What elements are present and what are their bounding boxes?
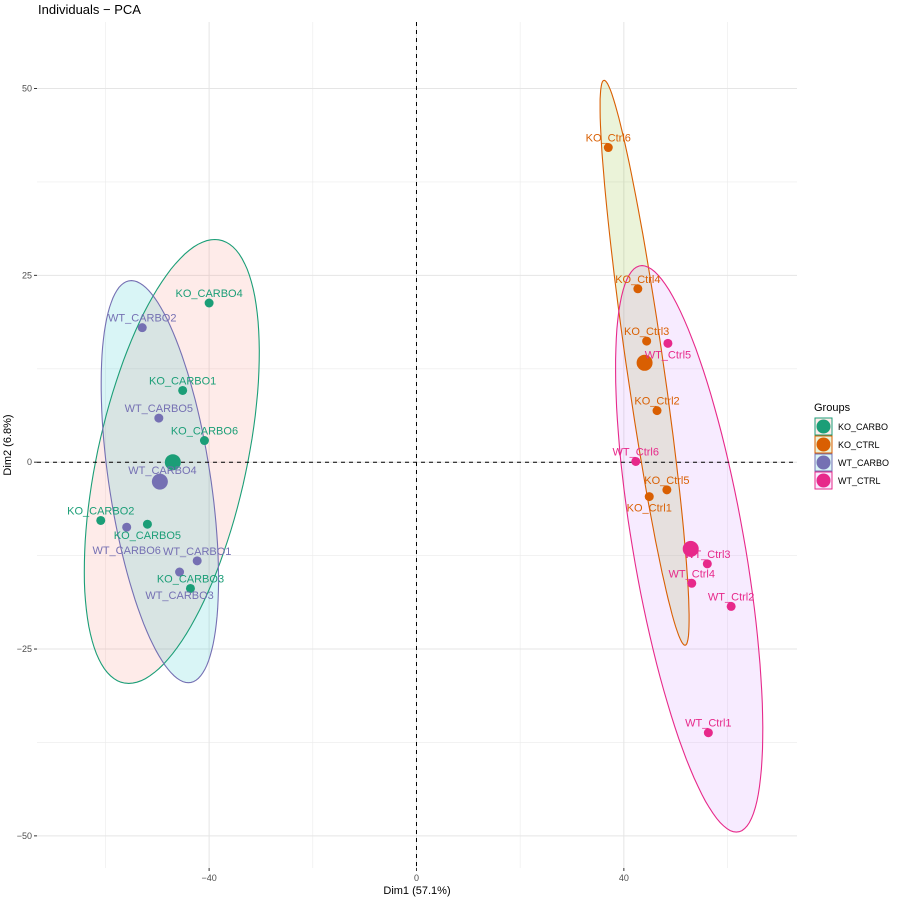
point-ko_ctrl5	[662, 485, 672, 495]
point-label-ko_carbo2: KO_CARBO2	[67, 505, 134, 517]
point-ko_ctrl6	[603, 143, 613, 153]
point-wt_carbo3	[175, 567, 185, 577]
point-label-ko_carbo3: KO_CARBO3	[157, 573, 224, 585]
legend-title: Groups	[814, 402, 851, 414]
chart-title: Individuals − PCA	[38, 2, 141, 17]
legend: Groups KO_CARBO KO_CTRL WT_CARBO WT_CTRL	[814, 402, 889, 490]
legend-swatch-wt_carbo	[816, 455, 831, 470]
legend-swatch-ko_carbo	[816, 419, 831, 434]
ellipse-outline-wt_ctrl	[615, 265, 764, 833]
point-label-wt_carbo5: WT_CARBO5	[125, 403, 193, 415]
centroid-wt_carbo	[151, 473, 168, 490]
reference-lines	[37, 22, 797, 868]
point-ko_carbo5	[142, 519, 152, 529]
point-label-wt_ctrl3: WT_Ctrl3	[684, 549, 730, 561]
axes: −40 0 40 50 25 0 −25 −50	[17, 84, 629, 883]
y-tick-label: −25	[17, 644, 32, 654]
y-tick-label: 25	[22, 270, 32, 280]
y-tick-label: −50	[17, 831, 32, 841]
point-wt_ctrl5	[663, 338, 673, 348]
point-ko_carbo2	[96, 515, 106, 525]
point-wt_ctrl6	[631, 456, 641, 466]
point-wt_ctrl2	[726, 601, 736, 611]
point-ko_ctrl4	[633, 284, 643, 294]
point-wt_carbo1	[192, 556, 202, 566]
legend-label-ko_carbo: KO_CARBO	[838, 422, 888, 432]
point-label-wt_ctrl5: WT_Ctrl5	[645, 349, 691, 361]
point-label-wt_ctrl2: WT_Ctrl2	[708, 591, 754, 603]
point-wt_carbo5	[154, 413, 164, 423]
x-axis-title: Dim1 (57.1%)	[383, 885, 450, 897]
point-label-wt_ctrl1: WT_Ctrl1	[685, 718, 731, 730]
legend-label-wt_ctrl: WT_CTRL	[838, 476, 881, 486]
x-tick-label: −40	[201, 873, 216, 883]
point-label-ko_ctrl3: KO_Ctrl3	[624, 326, 669, 338]
point-wt_ctrl3	[702, 559, 712, 569]
confidence-ellipses	[83, 79, 764, 833]
ellipse-outline-wt_carbo	[100, 280, 220, 684]
point-label-ko_carbo1: KO_CARBO1	[149, 375, 216, 387]
point-ko_ctrl2	[652, 406, 662, 416]
point-ko_carbo4	[204, 298, 214, 308]
point-ko_carbo6	[199, 436, 209, 446]
point-wt_ctrl4	[687, 578, 697, 588]
legend-label-wt_carbo: WT_CARBO	[838, 458, 889, 468]
point-label-wt_ctrl4: WT_Ctrl4	[669, 568, 715, 580]
point-ko_ctrl3	[642, 336, 652, 346]
y-tick-label: 50	[22, 84, 32, 94]
point-label-wt_ctrl6: WT_Ctrl6	[613, 446, 659, 458]
point-ko_carbo3	[185, 583, 195, 593]
point-wt_ctrl1	[703, 728, 713, 738]
point-label-ko_ctrl2: KO_Ctrl2	[634, 396, 679, 408]
point-label-ko_ctrl1: KO_Ctrl1	[627, 503, 672, 515]
data-points	[96, 143, 736, 738]
point-label-ko_ctrl4: KO_Ctrl4	[615, 274, 660, 286]
point-label-ko_carbo6: KO_CARBO6	[171, 426, 238, 438]
point-label-wt_carbo2: WT_CARBO2	[108, 313, 176, 325]
point-label-ko_ctrl5: KO_Ctrl5	[644, 475, 689, 487]
ellipse-outline-ko_carbo	[83, 238, 260, 684]
point-labels: KO_CARBO4 KO_CARBO1 KO_CARBO6 KO_CARBO2 KO_C…	[67, 133, 754, 730]
y-tick-label: 0	[27, 457, 32, 467]
ellipse-outline-ko_ctrl	[599, 79, 690, 646]
x-tick-label: 0	[414, 873, 419, 883]
point-label-wt_carbo3: WT_CARBO3	[145, 590, 213, 602]
point-label-ko_ctrl6: KO_Ctrl6	[586, 133, 631, 145]
centroid-ko_carbo	[164, 454, 181, 471]
point-label-wt_carbo6: WT_CARBO6	[92, 545, 160, 557]
legend-swatch-ko_ctrl	[816, 437, 831, 452]
x-tick-label: 40	[619, 873, 629, 883]
point-label-ko_carbo4: KO_CARBO4	[175, 288, 242, 300]
point-label-wt_carbo4: WT_CARBO4	[128, 465, 196, 477]
point-wt_carbo2	[137, 323, 147, 333]
point-ko_carbo1	[178, 385, 188, 395]
centroid-wt_ctrl	[682, 540, 699, 557]
point-ko_ctrl1	[644, 492, 654, 502]
centroid-ko_ctrl	[636, 354, 653, 371]
point-wt_carbo6	[122, 522, 132, 532]
point-label-wt_carbo1: WT_CARBO1	[163, 546, 231, 558]
y-axis-title: Dim2 (6.8%)	[2, 414, 14, 475]
legend-label-ko_ctrl: KO_CTRL	[838, 440, 880, 450]
legend-swatch-wt_ctrl	[816, 473, 831, 488]
point-label-ko_carbo5: KO_CARBO5	[114, 530, 181, 542]
